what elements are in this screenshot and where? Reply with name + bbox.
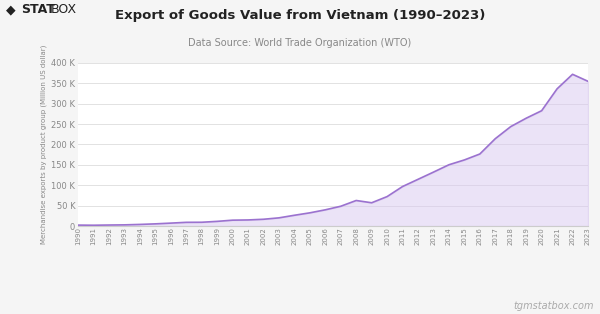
Text: BOX: BOX <box>51 3 77 16</box>
Y-axis label: Merchandise exports by product group (Million US dollar): Merchandise exports by product group (Mi… <box>41 45 47 244</box>
Text: Export of Goods Value from Vietnam (1990–2023): Export of Goods Value from Vietnam (1990… <box>115 9 485 22</box>
Text: ◆: ◆ <box>6 3 16 16</box>
Text: tgmstatbox.com: tgmstatbox.com <box>514 301 594 311</box>
Text: Data Source: World Trade Organization (WTO): Data Source: World Trade Organization (W… <box>188 38 412 48</box>
Text: STAT: STAT <box>21 3 55 16</box>
